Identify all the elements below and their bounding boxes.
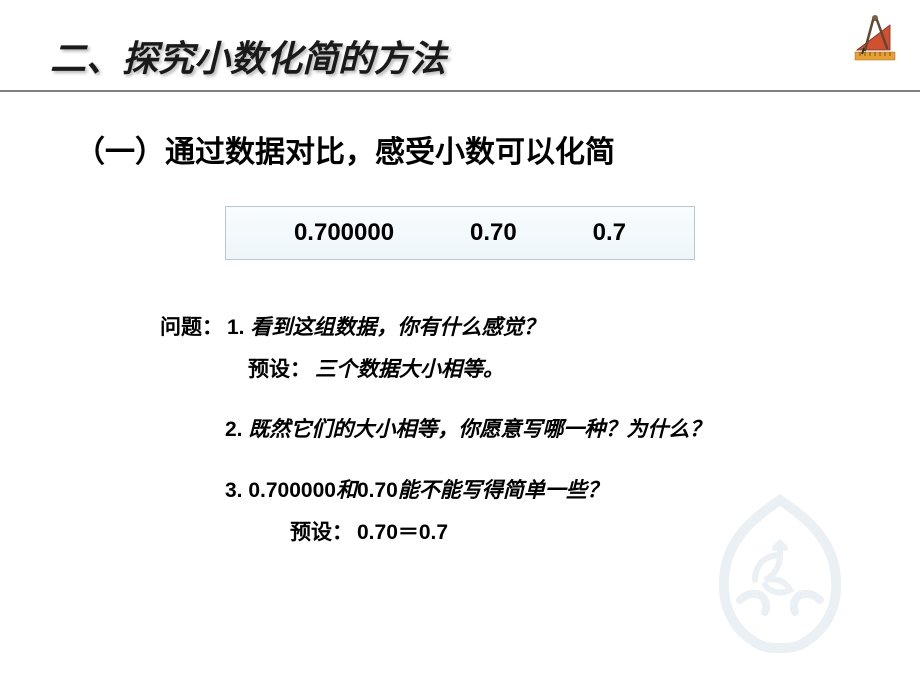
- q2-text: 既然它们的大小相等，你愿意写哪一种？为什么？: [248, 417, 710, 441]
- title-divider: [0, 90, 920, 92]
- q1-number: 1.: [227, 316, 250, 339]
- slide-title: 二、探究小数化简的方法: [0, 30, 920, 82]
- q3-prefix: 0.700000: [248, 479, 336, 502]
- question-label: 问题：: [160, 316, 223, 339]
- q3-number: 3.: [225, 479, 248, 502]
- question-2-block: 2. 既然它们的大小相等，你愿意写哪一种？为什么？: [160, 412, 860, 448]
- data-value-2: 0.70: [470, 219, 517, 247]
- watermark-icon: [680, 470, 880, 670]
- q1-text: 看到这组数据，你有什么感觉？: [250, 315, 544, 339]
- q2-number: 2.: [225, 418, 248, 441]
- q3-end: 能不能写得简单一些？: [398, 478, 608, 502]
- q3-suffix: 0.70: [357, 479, 398, 502]
- q1-preset-text: 三个数据大小相等。: [315, 357, 504, 381]
- q3-preset-label: 预设：: [290, 521, 353, 544]
- q1-preset-label: 预设：: [248, 358, 311, 381]
- slide-container: 二、探究小数化简的方法 （一）通过数据对比，感受小数可以化简 0.700000 …: [0, 0, 920, 690]
- slide-subtitle: （一）通过数据对比，感受小数可以化简: [0, 127, 920, 171]
- data-value-3: 0.7: [593, 219, 626, 247]
- question-1-block: 问题： 1. 看到这组数据，你有什么感觉？ 预设： 三个数据大小相等。: [160, 310, 860, 387]
- data-comparison-box: 0.700000 0.70 0.7: [225, 206, 695, 260]
- data-value-1: 0.700000: [294, 219, 394, 247]
- q3-mid: 和: [336, 478, 357, 502]
- math-tools-icon: [845, 10, 905, 70]
- q3-preset-value: 0.70＝0.7: [357, 521, 448, 544]
